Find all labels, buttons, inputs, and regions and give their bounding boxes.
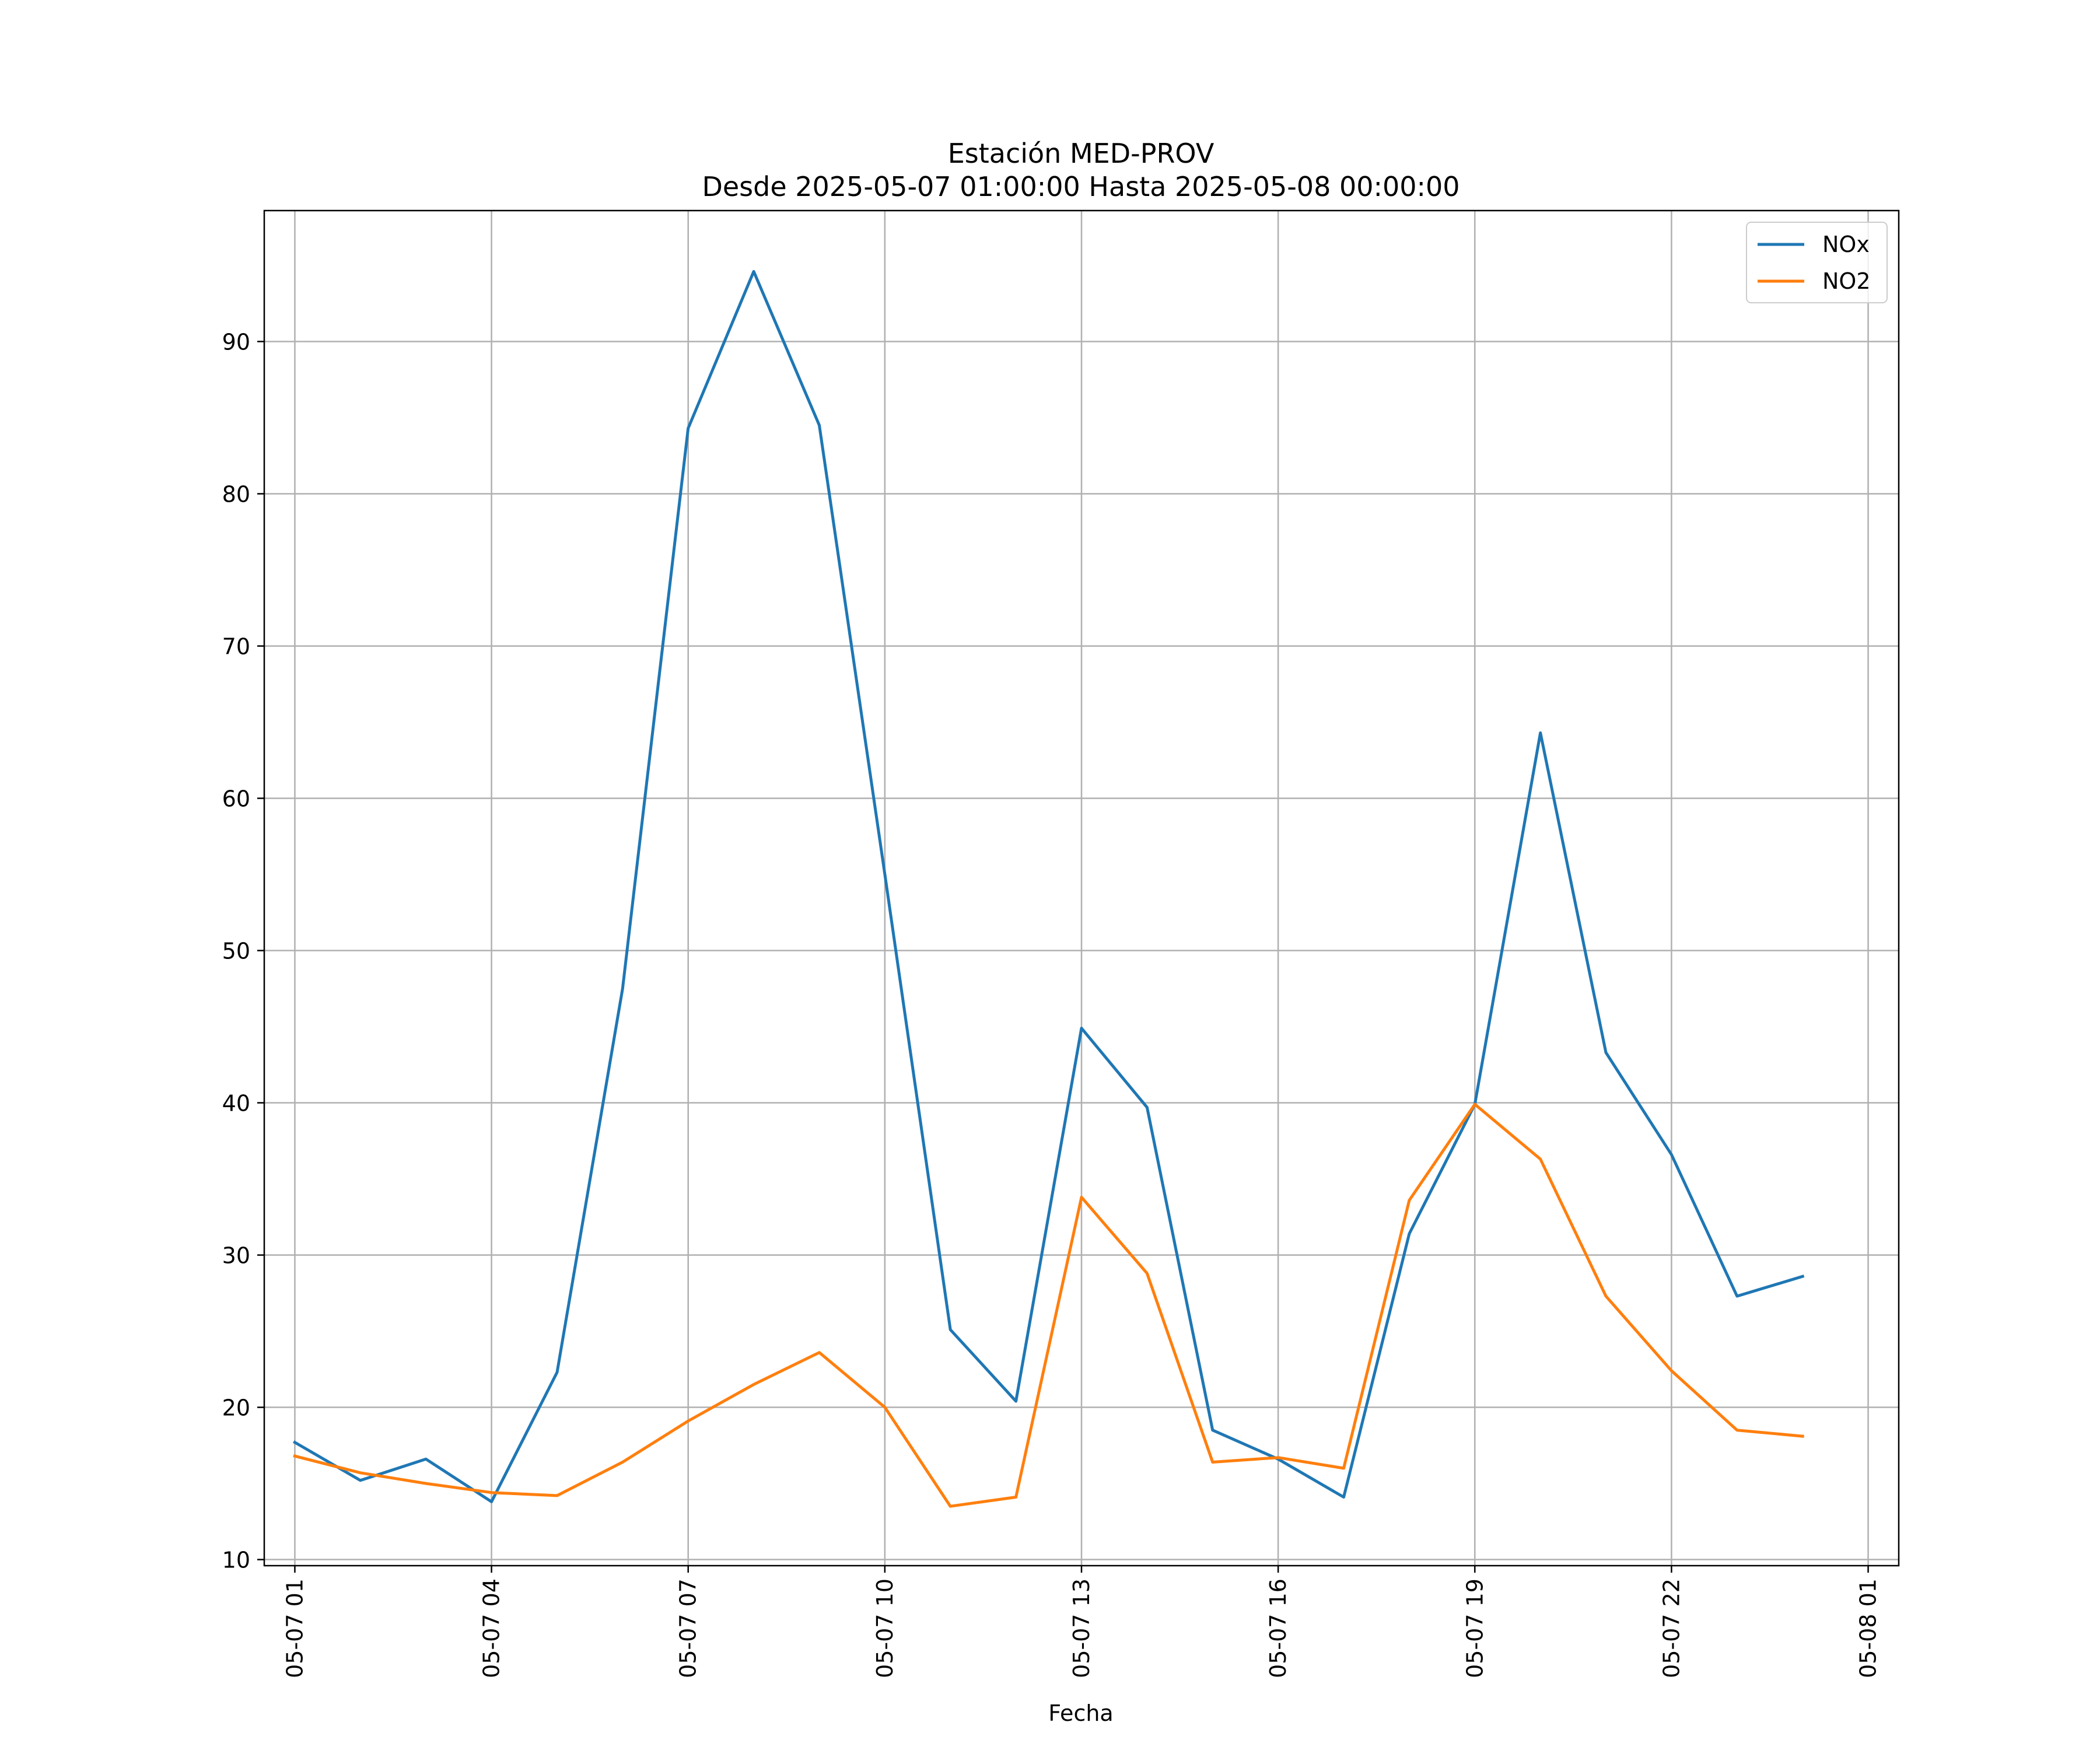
x-tick-label: 05-07 01 — [282, 1578, 307, 1678]
y-tick-label: 20 — [222, 1395, 250, 1421]
chart-title-line-1: Estación MED-PROV — [948, 138, 1214, 169]
y-tick-label: 50 — [222, 939, 250, 964]
legend: NOx NO2 — [1746, 222, 1888, 303]
x-tick-label: 05-07 13 — [1069, 1578, 1094, 1678]
x-tick-label: 05-07 04 — [479, 1578, 505, 1678]
y-tick-label: 10 — [222, 1548, 250, 1573]
y-tick-label: 60 — [222, 786, 250, 812]
series-no2 — [293, 1102, 1804, 1508]
y-tick-label: 90 — [222, 329, 250, 355]
series-layer — [292, 270, 1805, 1508]
y-tick-label: 80 — [222, 481, 250, 507]
y-tick-label: 40 — [222, 1091, 250, 1116]
x-tick-label: 05-08 01 — [1856, 1578, 1881, 1678]
x-axis-label: Fecha — [1048, 1700, 1113, 1726]
y-tick-label: 30 — [222, 1243, 250, 1269]
series-nox — [292, 270, 1805, 1503]
gridlines — [264, 211, 1899, 1566]
x-tick-label: 05-07 10 — [872, 1578, 898, 1678]
series-line-nox — [292, 270, 1805, 1503]
axis-ticks: 05-07 01 05-07 04 05-07 07 05-07 10 05-07 13… — [222, 329, 1881, 1678]
series-line-no2 — [293, 1102, 1804, 1508]
x-tick-label: 05-07 16 — [1265, 1578, 1291, 1678]
x-tick-label: 05-07 19 — [1462, 1578, 1488, 1678]
legend-label-no2: NO2 — [1822, 268, 1871, 294]
x-tick-label: 05-07 22 — [1658, 1578, 1684, 1678]
chart-title-line-2: Desde 2025-05-07 01:00:00 Hasta 2025-05-… — [702, 171, 1460, 202]
y-tick-label: 70 — [222, 634, 250, 659]
legend-label-nox: NOx — [1822, 232, 1870, 257]
chart-title: Estación MED-PROV Desde 2025-05-07 01:00… — [702, 138, 1460, 202]
x-tick-label: 05-07 07 — [676, 1578, 701, 1678]
